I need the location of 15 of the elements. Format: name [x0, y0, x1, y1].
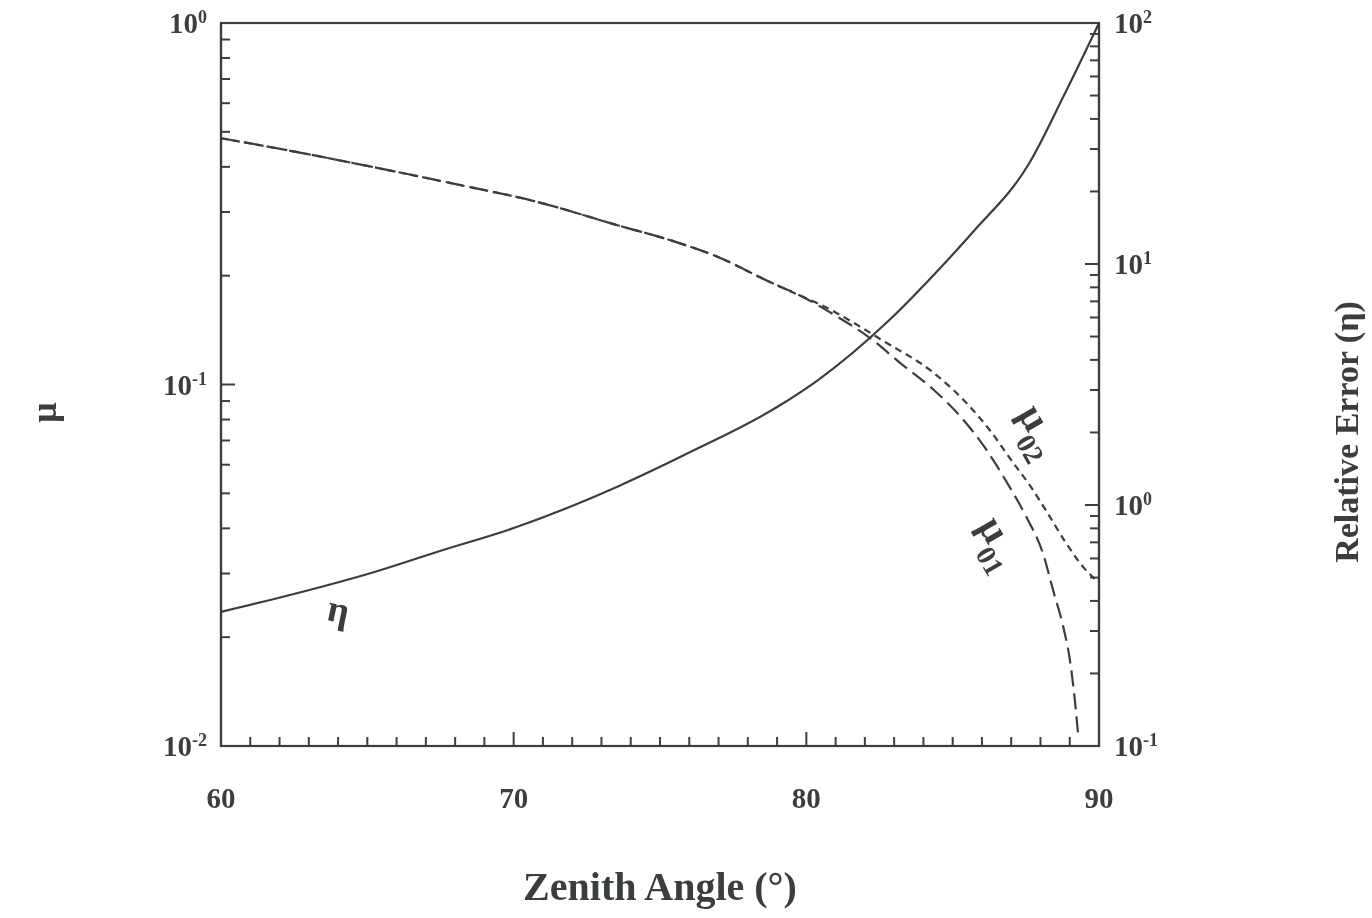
x-axis-title: Zenith Angle (°) [523, 864, 797, 909]
y-tick-label: 10$^{0}$ [169, 7, 208, 39]
y-axis-title: Relative Error (η) [1328, 301, 1366, 563]
y-tick-label: 10$^{0}$ [1114, 489, 1152, 521]
x-tick-label: 70 [499, 782, 529, 814]
y-tick-label: 10$^{1}$ [1114, 248, 1152, 280]
y-tick-label: 10$^{-1}$ [163, 368, 208, 401]
text: η [323, 586, 354, 633]
y-tick-label: 10$^{-2}$ [163, 730, 208, 762]
x-tick-label: 90 [1084, 782, 1114, 814]
y-tick-label: 10$^{-1}$ [1114, 730, 1158, 762]
x-tick-label: 80 [791, 782, 821, 814]
y-tick-label: 10$^{2}$ [1114, 7, 1152, 39]
y-axis-title: μ [24, 402, 64, 423]
x-tick-label: 60 [206, 782, 236, 814]
